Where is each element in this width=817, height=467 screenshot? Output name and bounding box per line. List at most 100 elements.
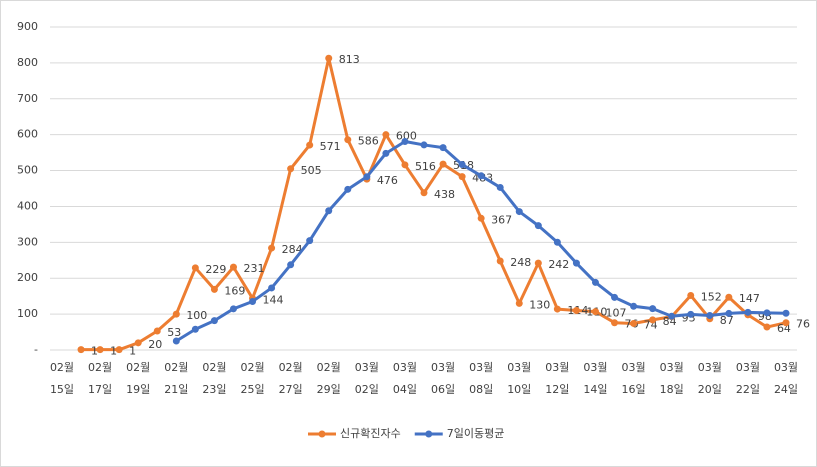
data-point bbox=[306, 141, 314, 149]
y-tick-label: 500 bbox=[17, 164, 38, 177]
x-tick-label: 02월 25일 bbox=[240, 361, 264, 396]
data-point bbox=[268, 244, 276, 252]
data-point bbox=[153, 327, 161, 335]
data-point bbox=[401, 161, 409, 169]
data-point bbox=[649, 316, 657, 324]
data-point bbox=[477, 172, 485, 180]
data-point bbox=[382, 131, 390, 139]
data-label: 813 bbox=[339, 53, 360, 66]
data-point bbox=[306, 237, 314, 245]
data-point bbox=[496, 183, 504, 191]
data-point bbox=[134, 339, 142, 347]
data-point bbox=[229, 263, 237, 271]
data-point bbox=[572, 307, 580, 315]
data-label: 516 bbox=[415, 160, 436, 173]
data-label: 100 bbox=[186, 309, 207, 322]
data-point bbox=[229, 305, 237, 313]
data-label: 147 bbox=[739, 292, 760, 305]
data-point bbox=[191, 264, 199, 272]
data-point bbox=[553, 305, 561, 313]
data-point bbox=[515, 299, 523, 307]
data-point bbox=[344, 185, 352, 193]
y-tick-label: 400 bbox=[17, 199, 38, 212]
data-label: 169 bbox=[224, 284, 245, 297]
data-point bbox=[420, 141, 428, 149]
data-point bbox=[630, 319, 638, 327]
data-point bbox=[325, 54, 333, 62]
data-label: 476 bbox=[377, 174, 398, 187]
y-tick-label: 900 bbox=[17, 20, 38, 33]
y-tick-label: 100 bbox=[17, 307, 38, 320]
data-point bbox=[668, 312, 676, 320]
data-point bbox=[344, 136, 352, 144]
data-label: 248 bbox=[510, 256, 531, 269]
data-label: 284 bbox=[282, 243, 303, 256]
data-label: 20 bbox=[148, 338, 162, 351]
data-label: 571 bbox=[320, 140, 341, 153]
x-tick-label: 03월 24일 bbox=[774, 361, 798, 396]
data-point bbox=[115, 346, 123, 354]
data-label: 1 bbox=[110, 345, 117, 358]
data-point bbox=[534, 222, 542, 230]
data-point bbox=[249, 298, 257, 306]
data-point bbox=[382, 149, 390, 157]
data-label: 231 bbox=[243, 262, 264, 275]
data-point bbox=[401, 137, 409, 145]
y-tick-label: 600 bbox=[17, 128, 38, 141]
legend-label: 7일이동평균 bbox=[447, 426, 505, 440]
legend-marker bbox=[425, 430, 433, 438]
data-point bbox=[420, 189, 428, 197]
data-point bbox=[630, 302, 638, 310]
data-point bbox=[287, 165, 295, 173]
data-point bbox=[591, 278, 599, 286]
y-tick-label: 800 bbox=[17, 56, 38, 69]
data-point bbox=[706, 312, 714, 320]
data-point bbox=[725, 309, 733, 317]
data-point bbox=[191, 325, 199, 333]
data-point bbox=[172, 337, 180, 345]
data-point bbox=[782, 309, 790, 317]
x-tick-label: 02월 23일 bbox=[202, 361, 226, 396]
data-point bbox=[458, 173, 466, 181]
data-point bbox=[725, 293, 733, 301]
data-point bbox=[611, 293, 619, 301]
data-point bbox=[572, 259, 580, 267]
data-point bbox=[210, 285, 218, 293]
data-label: 367 bbox=[491, 213, 512, 226]
x-tick-label: 03월 20일 bbox=[698, 361, 722, 396]
x-tick-label: 03월 12일 bbox=[545, 361, 569, 396]
data-label: 1 bbox=[129, 345, 136, 358]
x-tick-label: 03월 08일 bbox=[469, 361, 493, 396]
data-point bbox=[515, 208, 523, 216]
data-point bbox=[649, 305, 657, 313]
data-point bbox=[287, 261, 295, 269]
data-point bbox=[477, 214, 485, 222]
y-tick-label: - bbox=[34, 343, 38, 356]
data-label: 438 bbox=[434, 188, 455, 201]
data-point bbox=[763, 323, 771, 331]
data-label: 76 bbox=[796, 318, 810, 331]
data-point bbox=[763, 309, 771, 317]
data-point bbox=[439, 160, 447, 168]
data-label: 600 bbox=[396, 130, 417, 143]
data-point bbox=[363, 173, 371, 181]
x-tick-label: 02월 27일 bbox=[279, 361, 303, 396]
data-label: 586 bbox=[358, 135, 379, 148]
legend-label: 신규확진자수 bbox=[340, 427, 401, 440]
data-point bbox=[439, 144, 447, 152]
data-point bbox=[77, 346, 85, 354]
data-label: 130 bbox=[529, 298, 550, 311]
y-tick-label: 300 bbox=[17, 235, 38, 248]
y-tick-label: 700 bbox=[17, 92, 38, 105]
x-tick-label: 03월 18일 bbox=[660, 361, 684, 396]
data-point bbox=[687, 310, 695, 318]
data-point bbox=[96, 346, 104, 354]
data-point bbox=[611, 319, 619, 327]
x-tick-label: 03월 02일 bbox=[355, 361, 379, 396]
data-point bbox=[591, 308, 599, 316]
x-tick-label: 03월 06일 bbox=[431, 361, 455, 396]
data-point bbox=[782, 319, 790, 327]
data-point bbox=[210, 317, 218, 325]
